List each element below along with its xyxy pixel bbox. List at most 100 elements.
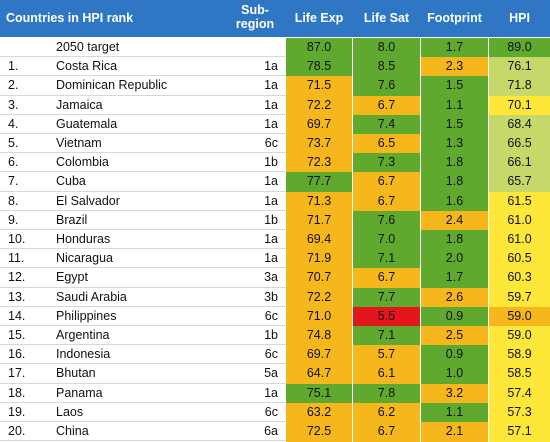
header-life-sat: Life Sat — [363, 11, 410, 25]
row-divider — [0, 440, 286, 442]
country-cell: Indonesia — [56, 347, 111, 362]
life-sat-cell: 7.1 — [353, 249, 420, 270]
country-cell: Saudi Arabia — [56, 289, 127, 304]
subregion-cell: 6a — [264, 424, 278, 438]
life-sat-cell: 7.6 — [353, 76, 420, 97]
rank-cell: 16. — [8, 347, 26, 362]
life-sat-cell: 6.7 — [353, 191, 420, 212]
hpi-cell: 58.5 — [489, 364, 550, 385]
rank-cell: 11. — [8, 251, 25, 266]
life-exp-cell: 72.2 — [286, 287, 352, 308]
subregion-cell: 1b — [264, 328, 278, 342]
row-divider — [0, 229, 286, 230]
footprint-cell: 1.6 — [421, 191, 488, 212]
rank-cell: 4. — [8, 116, 19, 131]
subregion-cell: 3b — [264, 289, 278, 304]
table-row: 15. Argentina 1b 74.8 7.1 2.5 59.0 — [0, 326, 550, 346]
life-sat-cell: 7.6 — [353, 210, 420, 231]
life-sat-cell: 6.7 — [353, 172, 420, 193]
table-row: 13. Saudi Arabia 3b 72.2 7.7 2.6 59.7 — [0, 287, 550, 308]
country-cell: Argentina — [56, 328, 110, 342]
country-cell: Jamaica — [56, 97, 103, 112]
country-cell: 2050 target — [56, 40, 120, 54]
footprint-cell: 0.9 — [421, 306, 488, 327]
country-cell: Laos — [56, 404, 84, 419]
life-exp-cell: 72.3 — [286, 153, 352, 174]
footprint-cell: 1.8 — [421, 172, 488, 193]
row-divider — [0, 94, 286, 96]
subregion-cell: 1a — [264, 116, 278, 131]
hpi-cell: 61.5 — [489, 191, 550, 212]
life-sat-cell: 7.4 — [353, 114, 420, 135]
subregion-cell: 1a — [264, 193, 278, 208]
life-exp-cell: 64.7 — [286, 364, 352, 385]
subregion-cell: 1a — [264, 232, 278, 246]
life-exp-cell: 63.2 — [286, 402, 352, 423]
life-exp-cell: 75.1 — [286, 383, 352, 404]
table-row: 17. Bhutan 5a 64.7 6.1 1.0 58.5 — [0, 364, 550, 385]
table-header: Countries in HPI rank Sub- region Life E… — [0, 0, 550, 37]
country-cell: Honduras — [56, 232, 111, 246]
hpi-cell: 89.0 — [489, 38, 550, 58]
row-divider — [0, 113, 286, 115]
row-divider — [0, 401, 286, 403]
table-row: 18. Panama 1a 75.1 7.8 3.2 57.4 — [0, 383, 550, 404]
table-row: 6. Colombia 1b 72.3 7.3 1.8 66.1 — [0, 153, 550, 174]
country-cell: Colombia — [56, 155, 109, 170]
table-row: 20. China 6a 72.5 6.7 2.1 57.1 — [0, 422, 550, 442]
rank-cell: 2. — [8, 78, 19, 93]
header-subregion: Sub- region — [235, 3, 275, 31]
life-sat-cell: 7.1 — [353, 326, 420, 346]
footprint-cell: 1.0 — [421, 364, 488, 385]
subregion-cell: 1a — [264, 59, 278, 74]
footprint-cell: 1.7 — [421, 38, 488, 58]
table-row: 4. Guatemala 1a 69.7 7.4 1.5 68.4 — [0, 114, 550, 135]
row-divider — [0, 363, 286, 365]
rank-cell: 17. — [8, 366, 26, 381]
life-exp-cell: 71.0 — [286, 306, 352, 327]
subregion-cell: 6c — [264, 347, 278, 362]
row-divider — [0, 267, 286, 269]
rank-cell: 19. — [8, 404, 26, 419]
table-row: 12. Egypt 3a 70.7 6.7 1.7 60.3 — [0, 268, 550, 289]
hpi-cell: 57.1 — [489, 422, 550, 442]
footprint-cell: 1.8 — [421, 230, 488, 250]
life-exp-cell: 69.7 — [286, 114, 352, 135]
life-exp-cell: 69.7 — [286, 345, 352, 366]
life-exp-cell: 73.7 — [286, 134, 352, 154]
footprint-cell: 1.5 — [421, 114, 488, 135]
hpi-cell: 61.0 — [489, 210, 550, 231]
country-cell: Egypt — [56, 270, 88, 285]
hpi-cell: 66.5 — [489, 134, 550, 154]
rank-cell: 6. — [8, 155, 19, 170]
table-row: 1. Costa Rica 1a 78.5 8.5 2.3 76.1 — [0, 57, 550, 78]
table-row: 7. Cuba 1a 77.7 6.7 1.8 65.7 — [0, 172, 550, 193]
footprint-cell: 2.6 — [421, 287, 488, 308]
life-sat-cell: 8.5 — [353, 57, 420, 78]
table-row: 14. Philippines 6c 71.0 5.5 0.9 59.0 — [0, 306, 550, 327]
hpi-cell: 60.3 — [489, 268, 550, 289]
row-divider — [0, 305, 286, 307]
hpi-cell: 70.1 — [489, 95, 550, 116]
hpi-cell: 66.1 — [489, 153, 550, 174]
footprint-cell: 3.2 — [421, 383, 488, 404]
rank-cell: 5. — [8, 136, 19, 150]
rank-cell: 12. — [8, 270, 26, 285]
life-exp-cell: 69.4 — [286, 230, 352, 250]
subregion-cell: 3a — [264, 270, 278, 285]
hpi-cell: 58.9 — [489, 345, 550, 366]
life-sat-cell: 7.0 — [353, 230, 420, 250]
hpi-cell: 59.0 — [489, 306, 550, 327]
rank-cell: 13. — [8, 289, 26, 304]
life-sat-cell: 6.5 — [353, 134, 420, 154]
life-exp-cell: 71.7 — [286, 210, 352, 231]
header-country: Countries in HPI rank — [6, 11, 134, 25]
life-sat-cell: 7.7 — [353, 287, 420, 308]
footprint-cell: 1.3 — [421, 134, 488, 154]
life-sat-cell: 6.1 — [353, 364, 420, 385]
rank-cell: 15. — [8, 328, 26, 342]
subregion-cell — [232, 38, 278, 58]
country-cell: China — [56, 424, 89, 438]
row-divider — [0, 325, 286, 326]
hpi-cell: 60.5 — [489, 249, 550, 270]
